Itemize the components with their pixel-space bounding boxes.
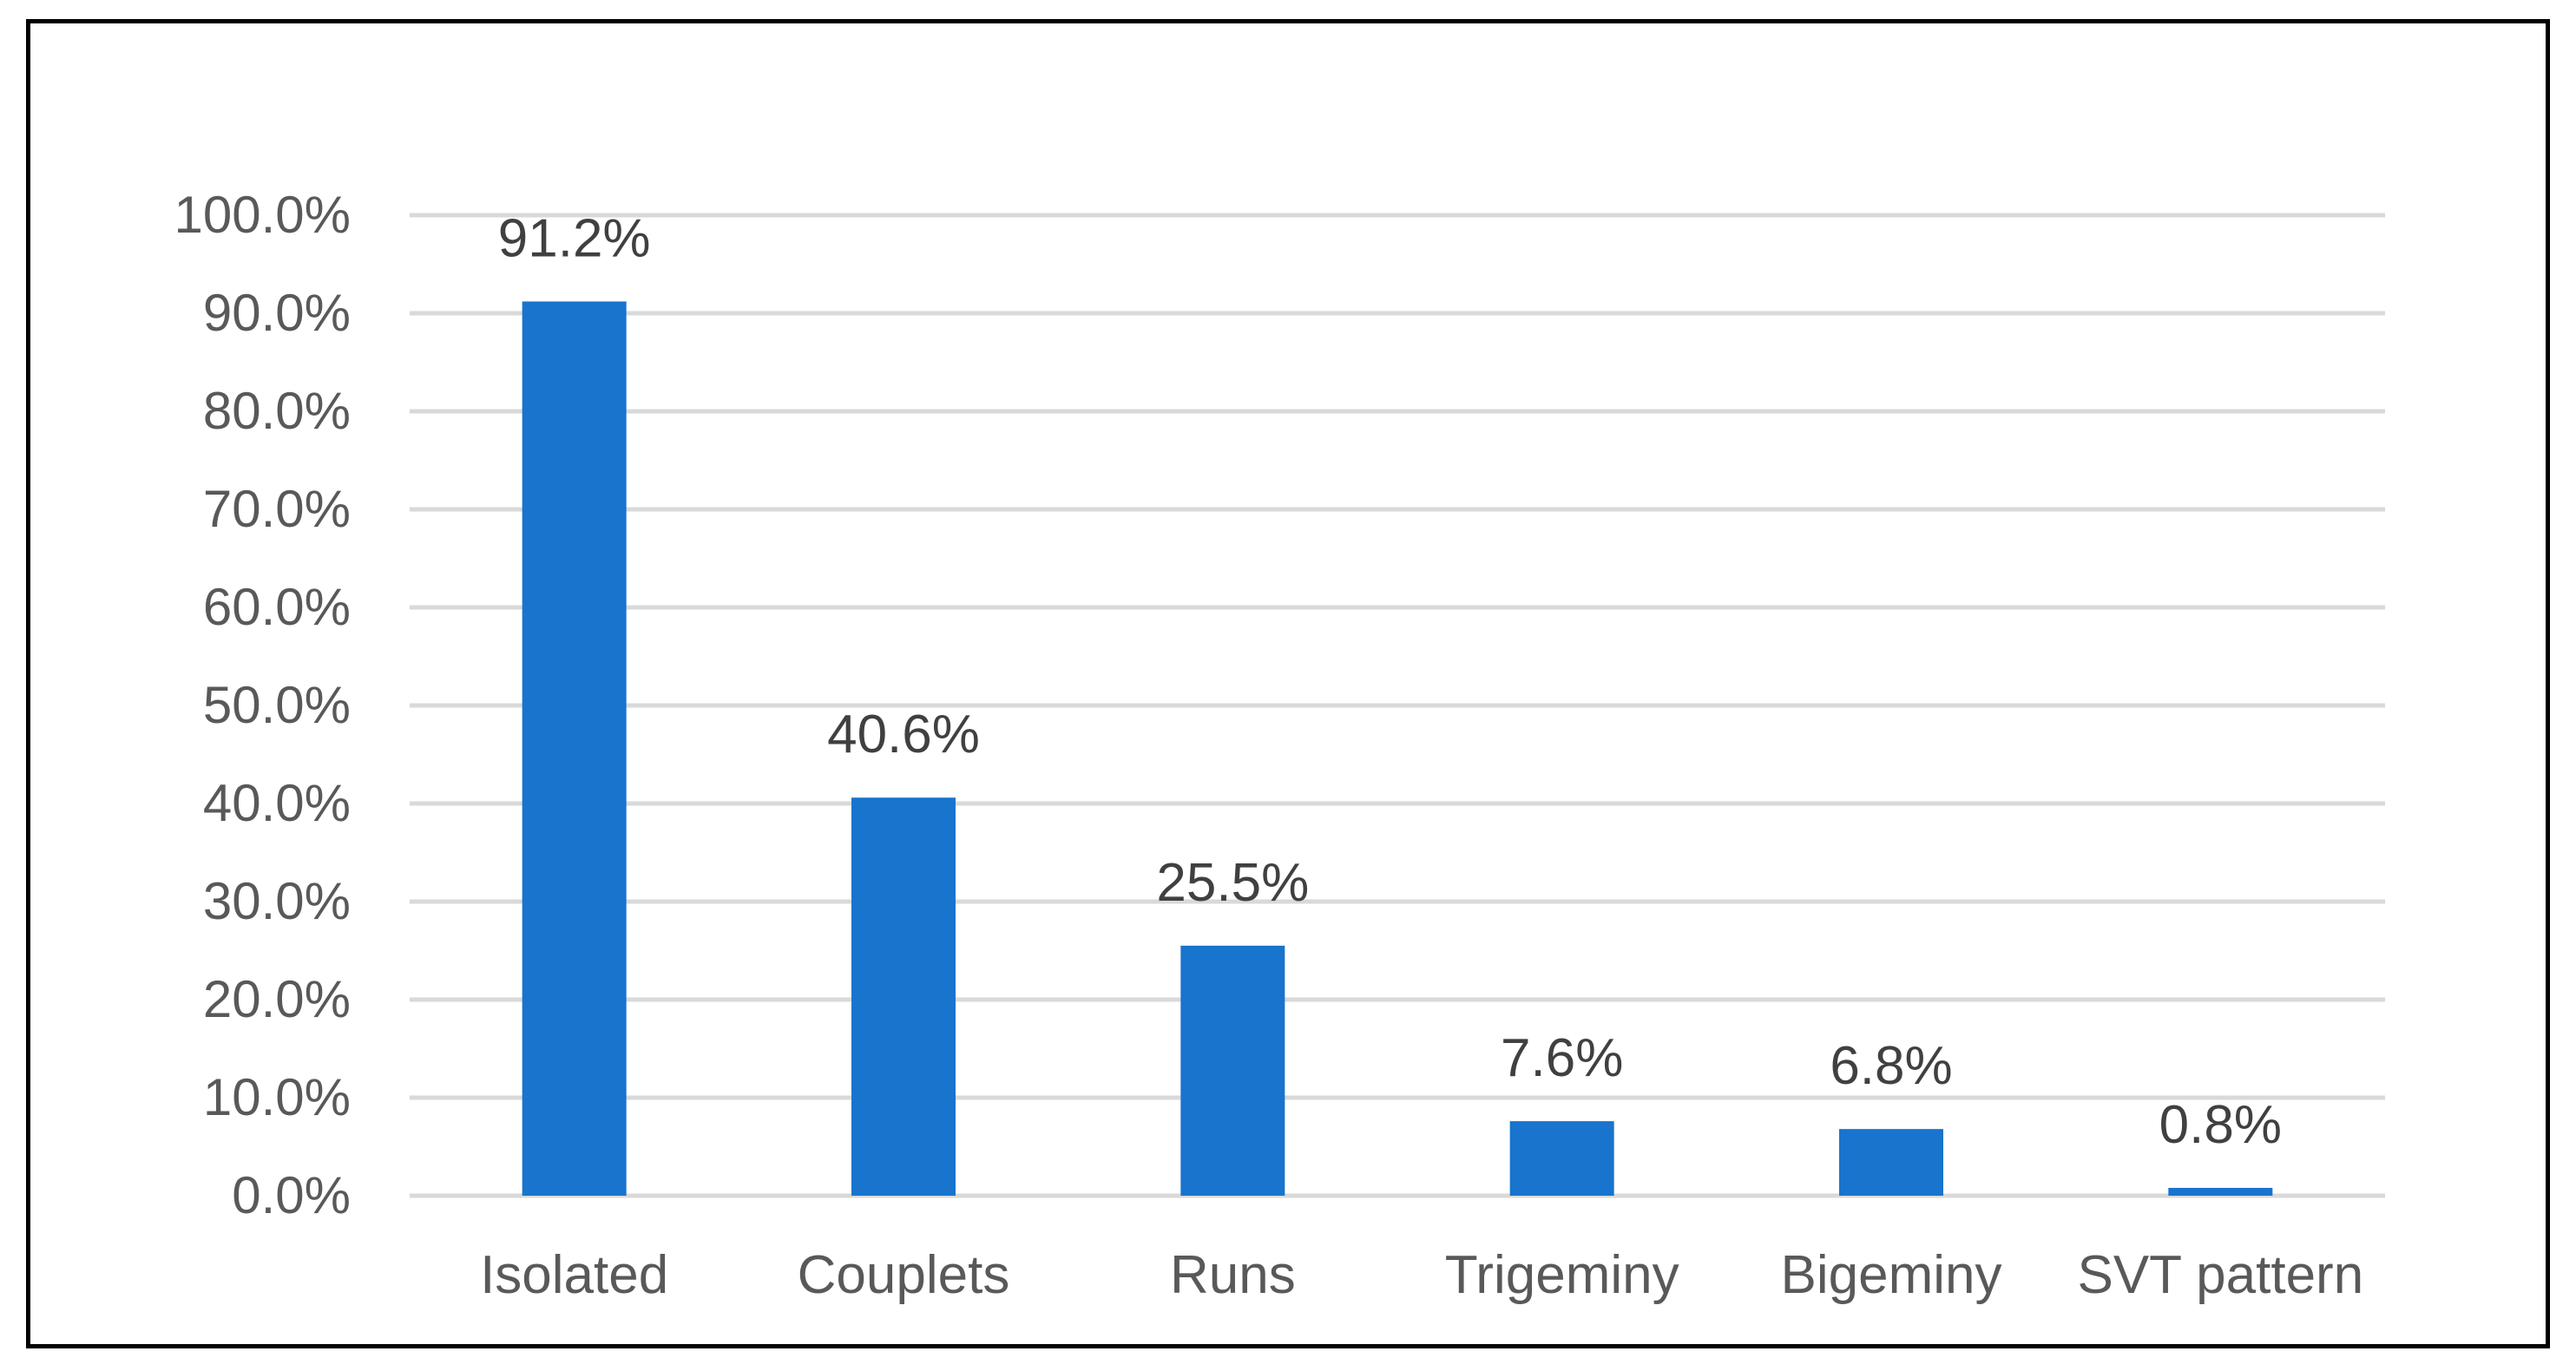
bar-couplets — [851, 797, 956, 1196]
y-tick-label: 10.0% — [203, 1068, 351, 1126]
gridlines — [410, 213, 2385, 1198]
y-tick-label: 70.0% — [203, 480, 351, 538]
category-label: Couplets — [798, 1245, 1010, 1305]
data-label: 25.5% — [1156, 853, 1309, 913]
bar-bigeminy — [1839, 1129, 1943, 1196]
data-label: 40.6% — [827, 705, 980, 764]
data-label: 91.2% — [498, 208, 651, 268]
y-tick-label: 0.0% — [232, 1166, 351, 1224]
category-label: Runs — [1170, 1245, 1296, 1305]
bar-trigeminy — [1509, 1121, 1614, 1196]
y-tick-label: 90.0% — [203, 284, 351, 342]
chart-frame — [26, 19, 2550, 1348]
data-label: 6.8% — [1830, 1036, 1952, 1096]
bar-svt-pattern — [2168, 1187, 2273, 1196]
bar-isolated — [522, 301, 627, 1197]
y-tick-label: 100.0% — [174, 186, 352, 244]
y-tick-label: 30.0% — [203, 872, 351, 930]
bar-runs — [1180, 945, 1285, 1196]
y-axis-tick-labels: 0.0% 10.0% 20.0% 30.0% 40.0% 50.0% 60.0% 70.0% 8… — [174, 186, 352, 1224]
y-tick-label: 40.0% — [203, 774, 351, 832]
y-tick-label: 60.0% — [203, 578, 351, 636]
category-label: Trigeminy — [1445, 1245, 1679, 1305]
y-tick-label: 20.0% — [203, 970, 351, 1028]
category-label: Isolated — [480, 1245, 668, 1305]
category-label: SVT pattern — [2077, 1245, 2363, 1305]
data-label: 7.6% — [1501, 1028, 1623, 1088]
y-tick-label: 50.0% — [203, 676, 351, 734]
data-label: 0.8% — [2159, 1095, 2282, 1155]
bars — [522, 301, 2273, 1197]
y-tick-label: 80.0% — [203, 382, 351, 440]
x-axis-category-labels: Isolated Couplets Runs Trigeminy Bigeminy SVT… — [480, 1245, 2363, 1305]
category-label: Bigeminy — [1781, 1245, 2002, 1305]
data-labels: 91.2% 40.6% 25.5% 7.6% 6.8% 0.8% — [498, 208, 2282, 1155]
